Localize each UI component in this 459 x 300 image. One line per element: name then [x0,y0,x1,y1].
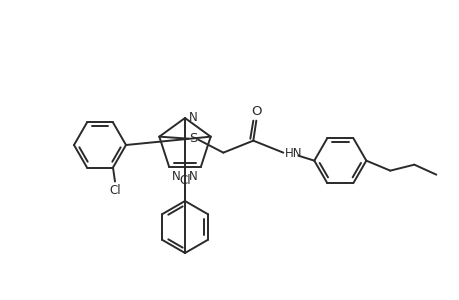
Text: N: N [189,170,197,183]
Text: S: S [189,132,197,145]
Text: N: N [172,170,180,183]
Text: O: O [251,105,261,118]
Text: Cl: Cl [179,174,190,187]
Text: Cl: Cl [109,184,121,196]
Text: HN: HN [285,147,302,160]
Text: N: N [189,110,197,124]
